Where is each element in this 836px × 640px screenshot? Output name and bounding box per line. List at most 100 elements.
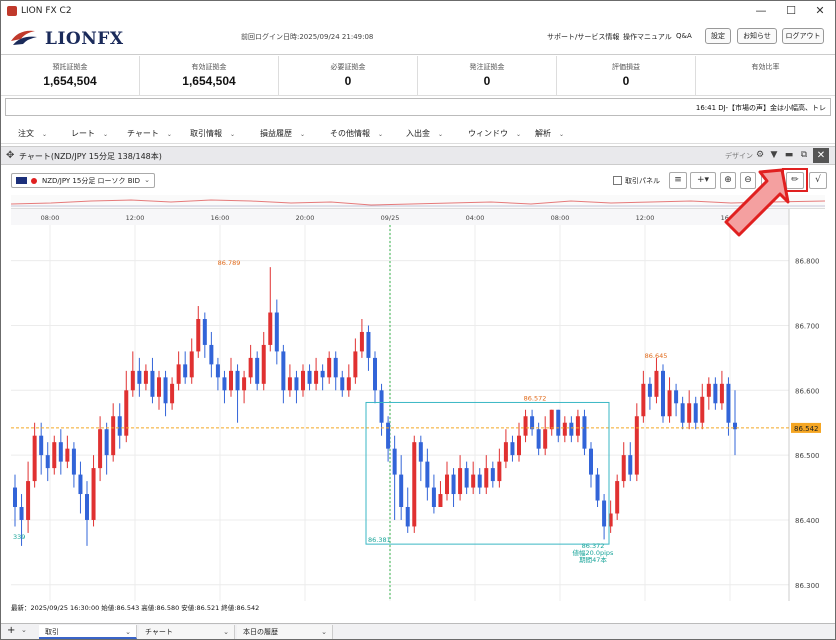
chart-grid: [11, 209, 790, 601]
y-tick-label: 86.600: [795, 387, 820, 395]
candle-body: [575, 416, 580, 436]
y-tick-label: 86.800: [795, 258, 820, 266]
manual-link[interactable]: 操作マニュアル: [623, 33, 672, 41]
candle-body: [510, 442, 515, 456]
y-axis: 86.300 86.400 86.500 86.600 86.700 86.800: [795, 258, 820, 590]
candle-body: [602, 500, 607, 527]
logout-button[interactable]: ログアウト: [782, 28, 824, 44]
candle-body: [255, 357, 260, 384]
summary-value: 0: [483, 74, 491, 88]
gear-icon[interactable]: ⚙: [755, 150, 765, 160]
chevron-down-icon: ⌄: [300, 131, 306, 138]
candle-body: [222, 377, 227, 391]
candle-body: [634, 416, 639, 475]
candle-body: [628, 455, 633, 475]
candle-body: [458, 468, 463, 495]
menu-pnl-history[interactable]: 損益履歴 ⌄: [260, 128, 305, 139]
tab-trade[interactable]: 取引 ⌄: [39, 625, 137, 639]
pencil-draw-icon[interactable]: ✏: [786, 172, 804, 189]
indicator-settings-icon[interactable]: ≡: [669, 172, 687, 189]
candle-body: [202, 319, 207, 345]
zoom-in-icon[interactable]: ⊕: [720, 172, 736, 189]
summary-label: 預託証拠金: [52, 63, 88, 71]
x-tick-label: 08:00: [551, 214, 570, 222]
line-tool-icon[interactable]: √: [809, 172, 827, 189]
menu-other-info[interactable]: その他情報 ⌄: [330, 128, 383, 139]
settings-button[interactable]: 設定: [705, 28, 731, 44]
faq-link[interactable]: Q&A: [676, 32, 692, 40]
summary-valuation: 評価損益 0: [557, 56, 696, 96]
candle-body: [595, 474, 600, 501]
candle-body: [615, 481, 620, 514]
candle-body: [569, 422, 574, 436]
summary-label: 評価損益: [612, 63, 640, 71]
candle-body: [183, 364, 188, 378]
candle-body: [523, 416, 528, 436]
news-ticker[interactable]: 16:41 DJ-【市場の声】金は小幅高、トレ: [5, 98, 831, 116]
move-icon[interactable]: ✥: [6, 150, 15, 161]
candle-body: [733, 422, 737, 430]
symbol-select[interactable]: NZD/JPY 15分足 ローソク BID ⌄: [11, 173, 155, 188]
chevron-down-icon: ⌄: [516, 131, 522, 138]
add-tab-icon[interactable]: +: [7, 625, 16, 636]
chevron-down-icon[interactable]: ⌄: [21, 626, 27, 634]
window-menu-icon[interactable]: ▼: [770, 150, 778, 160]
menu-order[interactable]: 注文 ⌄: [18, 128, 47, 139]
range-pips-label: 値幅20.0pips: [573, 548, 615, 557]
candle-body: [543, 429, 548, 449]
minimize-panel-icon[interactable]: ▬: [784, 150, 794, 160]
minimize-icon[interactable]: —: [755, 4, 767, 17]
menu-label: チャート: [127, 129, 159, 138]
menu-window[interactable]: ウィンドウ ⌄: [468, 128, 521, 139]
crosshair-icon[interactable]: +▾: [690, 172, 716, 189]
candle-body: [484, 468, 489, 488]
chevron-down-icon: ⌄: [223, 628, 229, 636]
chart-navigator[interactable]: [11, 195, 825, 209]
candle-body: [346, 377, 351, 391]
candle-body: [130, 370, 135, 391]
maximize-icon[interactable]: ☐: [786, 4, 796, 17]
candle-body: [314, 370, 319, 384]
candle-body: [261, 344, 266, 384]
menu-chart[interactable]: チャート ⌄: [127, 128, 172, 139]
app-header: LIONFX 前回ログイン日時:2025/09/24 21:49:08 サポート…: [1, 21, 835, 55]
app-icon: [7, 6, 17, 16]
candle-body: [464, 468, 469, 488]
candle-body: [497, 461, 502, 482]
tab-today-history[interactable]: 本日の履歴 ⌄: [237, 625, 333, 639]
popout-icon[interactable]: ⧉: [800, 150, 808, 160]
support-link[interactable]: サポート/サービス情報: [547, 33, 620, 41]
close-icon[interactable]: ✕: [815, 4, 825, 17]
trade-panel-checkbox[interactable]: [613, 176, 622, 185]
candle-body: [373, 357, 377, 391]
chart-annotations: 86.542 86.789 86.572 86.645 86.381 86.372値幅20…: [11, 259, 821, 564]
candle-body: [340, 377, 345, 391]
candle-body: [562, 422, 567, 436]
tab-chart[interactable]: チャート ⌄: [139, 625, 235, 639]
menu-label: ウィンドウ: [468, 129, 508, 138]
close-panel-icon[interactable]: ✕: [813, 148, 829, 163]
candle-body: [517, 435, 521, 456]
price-chart[interactable]: 08:00 12:00 16:00 20:00 09/25 04:00 08:00 12:00…: [1, 209, 835, 601]
candle-body: [91, 468, 96, 520]
candle-body: [301, 370, 305, 391]
menu-rate[interactable]: レート ⌄: [71, 128, 108, 139]
zoom-out-icon[interactable]: ⊖: [740, 172, 756, 189]
chart-window: ✥ チャート(NZD/JPY 15分足 138/148本) デザイン ⚙ ▼ ▬…: [1, 146, 835, 622]
menu-trade-info[interactable]: 取引情報 ⌄: [190, 128, 235, 139]
last-login-info: 前回ログイン日時:2025/09/24 21:49:08: [241, 33, 374, 41]
candle-body: [98, 429, 103, 469]
chevron-down-icon: ⌄: [144, 176, 150, 184]
candle-body: [13, 487, 17, 507]
candle-body: [621, 455, 626, 482]
candle-body: [536, 429, 541, 449]
notices-button[interactable]: お知らせ: [737, 28, 777, 44]
menu-deposit[interactable]: 入出金 ⌄: [406, 128, 443, 139]
menu-analysis[interactable]: 解析 ⌄: [535, 128, 564, 139]
menu-label: その他情報: [330, 129, 370, 138]
chart-window-header[interactable]: ✥ チャート(NZD/JPY 15分足 138/148本) デザイン ⚙ ▼ ▬…: [1, 147, 835, 165]
candle-body: [196, 319, 201, 352]
candle-body: [274, 312, 279, 352]
candle-body: [117, 416, 122, 436]
design-label[interactable]: デザイン: [725, 152, 753, 160]
